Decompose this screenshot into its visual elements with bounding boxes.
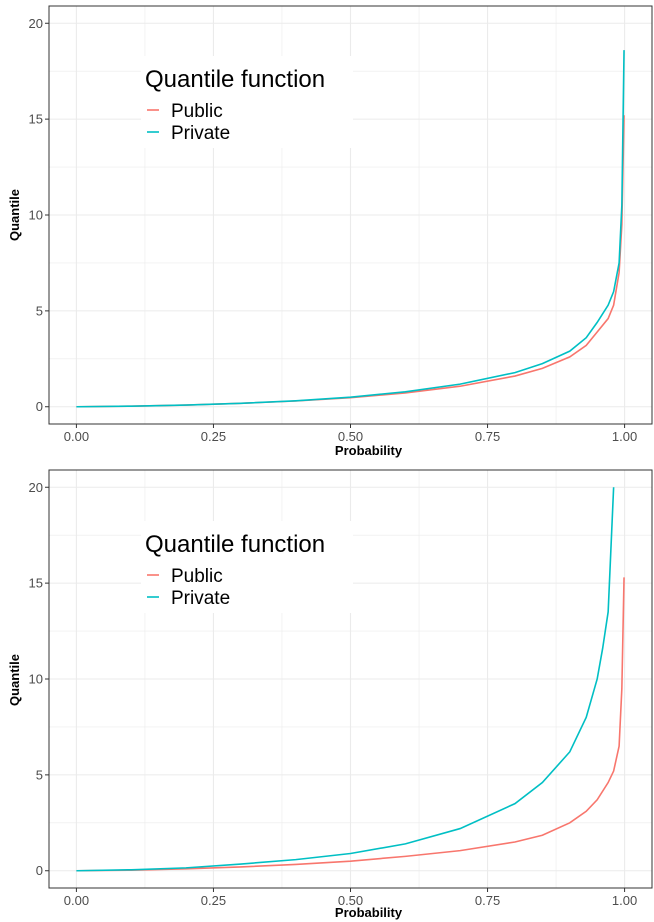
legend-background [141,521,353,613]
y-tick-label: 0 [36,863,43,878]
series-line-private [76,487,615,872]
chart-panel-2: 0.00 0.25 0.50 0.75 1.00 0 5 10 15 20 Probability Q… [7,469,653,920]
x-axis-title: Probability [335,443,403,458]
y-tick-label: 10 [29,672,43,687]
x-tick-label: 0.50 [338,893,363,908]
x-tick-label: 0.00 [64,429,89,444]
x-tick-label: 1.00 [612,893,637,908]
chart-panel-1: 0.00 0.25 0.50 0.75 1.00 0 5 10 15 20 Probability Q… [7,5,653,458]
series-line-public [76,577,625,872]
x-tick-label: 0.25 [201,893,226,908]
y-tick-label: 15 [29,112,43,127]
y-tick-label: 5 [36,767,43,782]
legend-label-public: Public [171,566,223,587]
y-tick-label: 0 [36,399,43,414]
x-tick-label: 0.00 [64,893,89,908]
legend-title: Quantile function [145,531,325,558]
y-axis-title: Quantile [7,189,22,241]
legend-label-public: Public [171,101,223,122]
legend-label-private: Private [171,588,230,609]
legend-background [141,56,353,148]
legend-title: Quantile function [145,66,325,93]
legend-label-private: Private [171,123,230,144]
y-axis-title: Quantile [7,654,22,706]
x-tick-label: 0.75 [475,893,500,908]
x-tick-label: 1.00 [612,429,637,444]
x-tick-label: 0.75 [475,429,500,444]
y-tick-label: 20 [29,16,43,31]
series-line-private [76,50,625,408]
x-axis-title: Probability [335,905,403,920]
y-tick-label: 10 [29,208,43,223]
x-tick-label: 0.50 [338,429,363,444]
y-tick-label: 15 [29,576,43,591]
y-tick-label: 20 [29,480,43,495]
x-tick-label: 0.25 [201,429,226,444]
y-tick-label: 5 [36,303,43,318]
